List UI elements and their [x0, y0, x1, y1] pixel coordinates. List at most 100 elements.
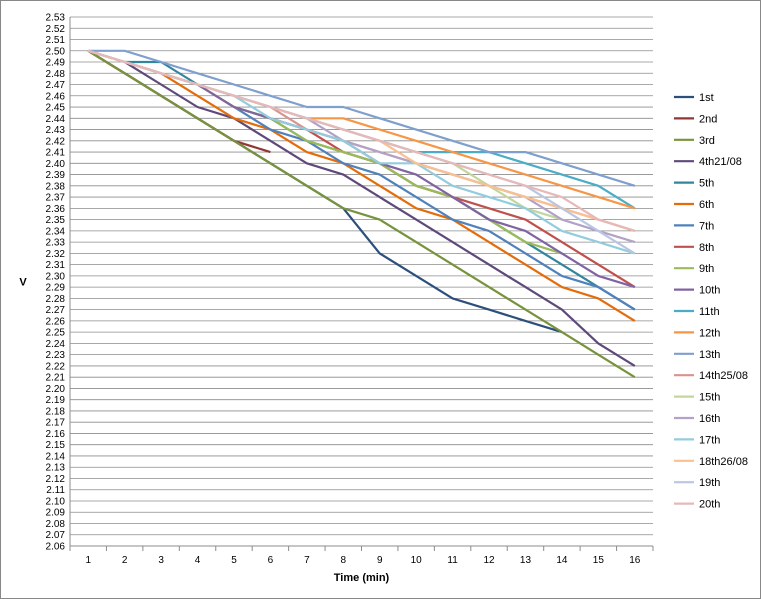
y-tick-label: 2.08	[46, 519, 66, 530]
y-tick-label: 2.33	[46, 238, 66, 249]
series-line	[87, 49, 636, 379]
x-tick-label: 7	[304, 555, 310, 566]
x-axis-title: Time (min)	[334, 572, 390, 584]
x-tick-label: 6	[268, 555, 274, 566]
y-tick-label: 2.13	[46, 463, 66, 474]
x-tick-label: 4	[195, 555, 201, 566]
x-tick-label: 5	[231, 555, 237, 566]
axes	[69, 17, 654, 551]
x-tick-label: 15	[593, 555, 605, 566]
y-tick-label: 2.32	[46, 249, 66, 260]
series-line	[87, 49, 636, 232]
series-lines	[87, 49, 636, 379]
legend-label: 16th	[699, 413, 720, 425]
y-tick-label: 2.40	[46, 159, 66, 170]
y-tick-label: 2.37	[46, 193, 66, 204]
y-tick-label: 2.27	[46, 305, 66, 316]
legend-label: 11th	[699, 306, 720, 318]
x-tick-label: 10	[411, 555, 423, 566]
series-line	[87, 49, 636, 367]
legend-label: 1st	[699, 92, 714, 104]
y-tick-label: 2.15	[46, 440, 66, 451]
y-tick-label: 2.11	[46, 485, 65, 496]
y-tick-label: 2.09	[46, 508, 66, 519]
y-tick-label: 2.29	[46, 283, 66, 294]
legend-label: 4th21/08	[699, 156, 742, 168]
legend-label: 10th	[699, 285, 720, 297]
x-tick-label: 12	[483, 555, 495, 566]
y-tick-label: 2.28	[46, 294, 66, 305]
x-tick-label: 8	[341, 555, 347, 566]
legend-label: 3rd	[699, 135, 715, 147]
y-tick-label: 2.30	[46, 271, 66, 282]
y-tick-label: 2.50	[46, 46, 66, 57]
y-tick-label: 2.42	[46, 136, 66, 147]
legend-label: 12th	[699, 327, 720, 339]
y-tick-label: 2.18	[46, 406, 66, 417]
y-tick-label: 2.46	[46, 91, 66, 102]
x-tick-label: 1	[85, 555, 91, 566]
legend-label: 14th25/08	[699, 370, 748, 382]
y-tick-label: 2.10	[46, 496, 66, 507]
y-tick-label: 2.07	[46, 530, 66, 541]
series-line	[87, 49, 563, 334]
y-tick-label: 2.26	[46, 316, 66, 327]
x-tick-label: 16	[629, 555, 641, 566]
y-tick-label: 2.43	[46, 125, 66, 136]
x-axis-tick-labels: 1 2 3 4 5 6 7 8 9 10 11 12 13 14 15 16	[85, 555, 640, 566]
y-tick-label: 2.20	[46, 384, 66, 395]
x-tick-label: 13	[520, 555, 532, 566]
legend-label: 13th	[699, 349, 720, 361]
legend-label: 7th	[699, 220, 714, 232]
y-axis-tick-labels: 2.062.072.082.092.102.112.122.132.142.15…	[46, 13, 66, 553]
legend-label: 17th	[699, 434, 720, 446]
y-tick-label: 2.38	[46, 181, 66, 192]
x-tick-label: 11	[447, 555, 458, 566]
y-tick-label: 2.25	[46, 328, 66, 339]
legend-label: 20th	[699, 499, 720, 511]
y-tick-label: 2.14	[46, 451, 66, 462]
y-tick-label: 2.24	[46, 339, 66, 350]
y-tick-label: 2.35	[46, 215, 66, 226]
x-tick-label: 3	[158, 555, 164, 566]
y-tick-label: 2.47	[46, 80, 66, 91]
legend-label: 5th	[699, 178, 714, 190]
y-tick-label: 2.12	[46, 474, 66, 485]
y-tick-label: 2.45	[46, 103, 66, 114]
y-tick-label: 2.34	[46, 226, 66, 237]
legend-label: 15th	[699, 392, 720, 404]
x-tick-label: 14	[556, 555, 568, 566]
series-line	[87, 49, 636, 322]
x-tick-label: 9	[377, 555, 383, 566]
y-tick-label: 2.49	[46, 58, 66, 69]
legend-label: 18th26/08	[699, 456, 748, 468]
y-axis-title: V	[19, 277, 27, 289]
y-tick-label: 2.31	[46, 260, 66, 271]
series-line	[88, 49, 636, 187]
y-tick-label: 2.17	[46, 418, 66, 429]
y-tick-label: 2.22	[46, 361, 66, 372]
y-tick-label: 2.06	[46, 542, 66, 553]
y-tick-label: 2.52	[46, 24, 66, 35]
y-tick-label: 2.53	[46, 13, 66, 24]
legend-label: 19th	[699, 477, 720, 489]
y-tick-label: 2.44	[46, 114, 66, 125]
legend-label: 8th	[699, 242, 714, 254]
legend-label: 9th	[699, 263, 714, 275]
legend-label: 6th	[699, 199, 714, 211]
y-tick-label: 2.41	[46, 148, 66, 159]
y-tick-label: 2.36	[46, 204, 66, 215]
y-tick-label: 2.16	[46, 429, 66, 440]
y-tick-label: 2.39	[46, 170, 66, 181]
gridlines	[70, 16, 653, 547]
y-tick-label: 2.48	[46, 69, 66, 80]
y-tick-label: 2.51	[46, 35, 66, 46]
y-tick-label: 2.21	[46, 373, 66, 384]
y-tick-label: 2.23	[46, 350, 66, 361]
legend: 1st 2nd 3rd 4th21/08 5th 6th 7th 8th 9th 10th 11th…	[674, 92, 748, 511]
y-tick-label: 2.19	[46, 395, 66, 406]
x-tick-label: 2	[122, 555, 128, 566]
legend-label: 2nd	[699, 113, 717, 125]
